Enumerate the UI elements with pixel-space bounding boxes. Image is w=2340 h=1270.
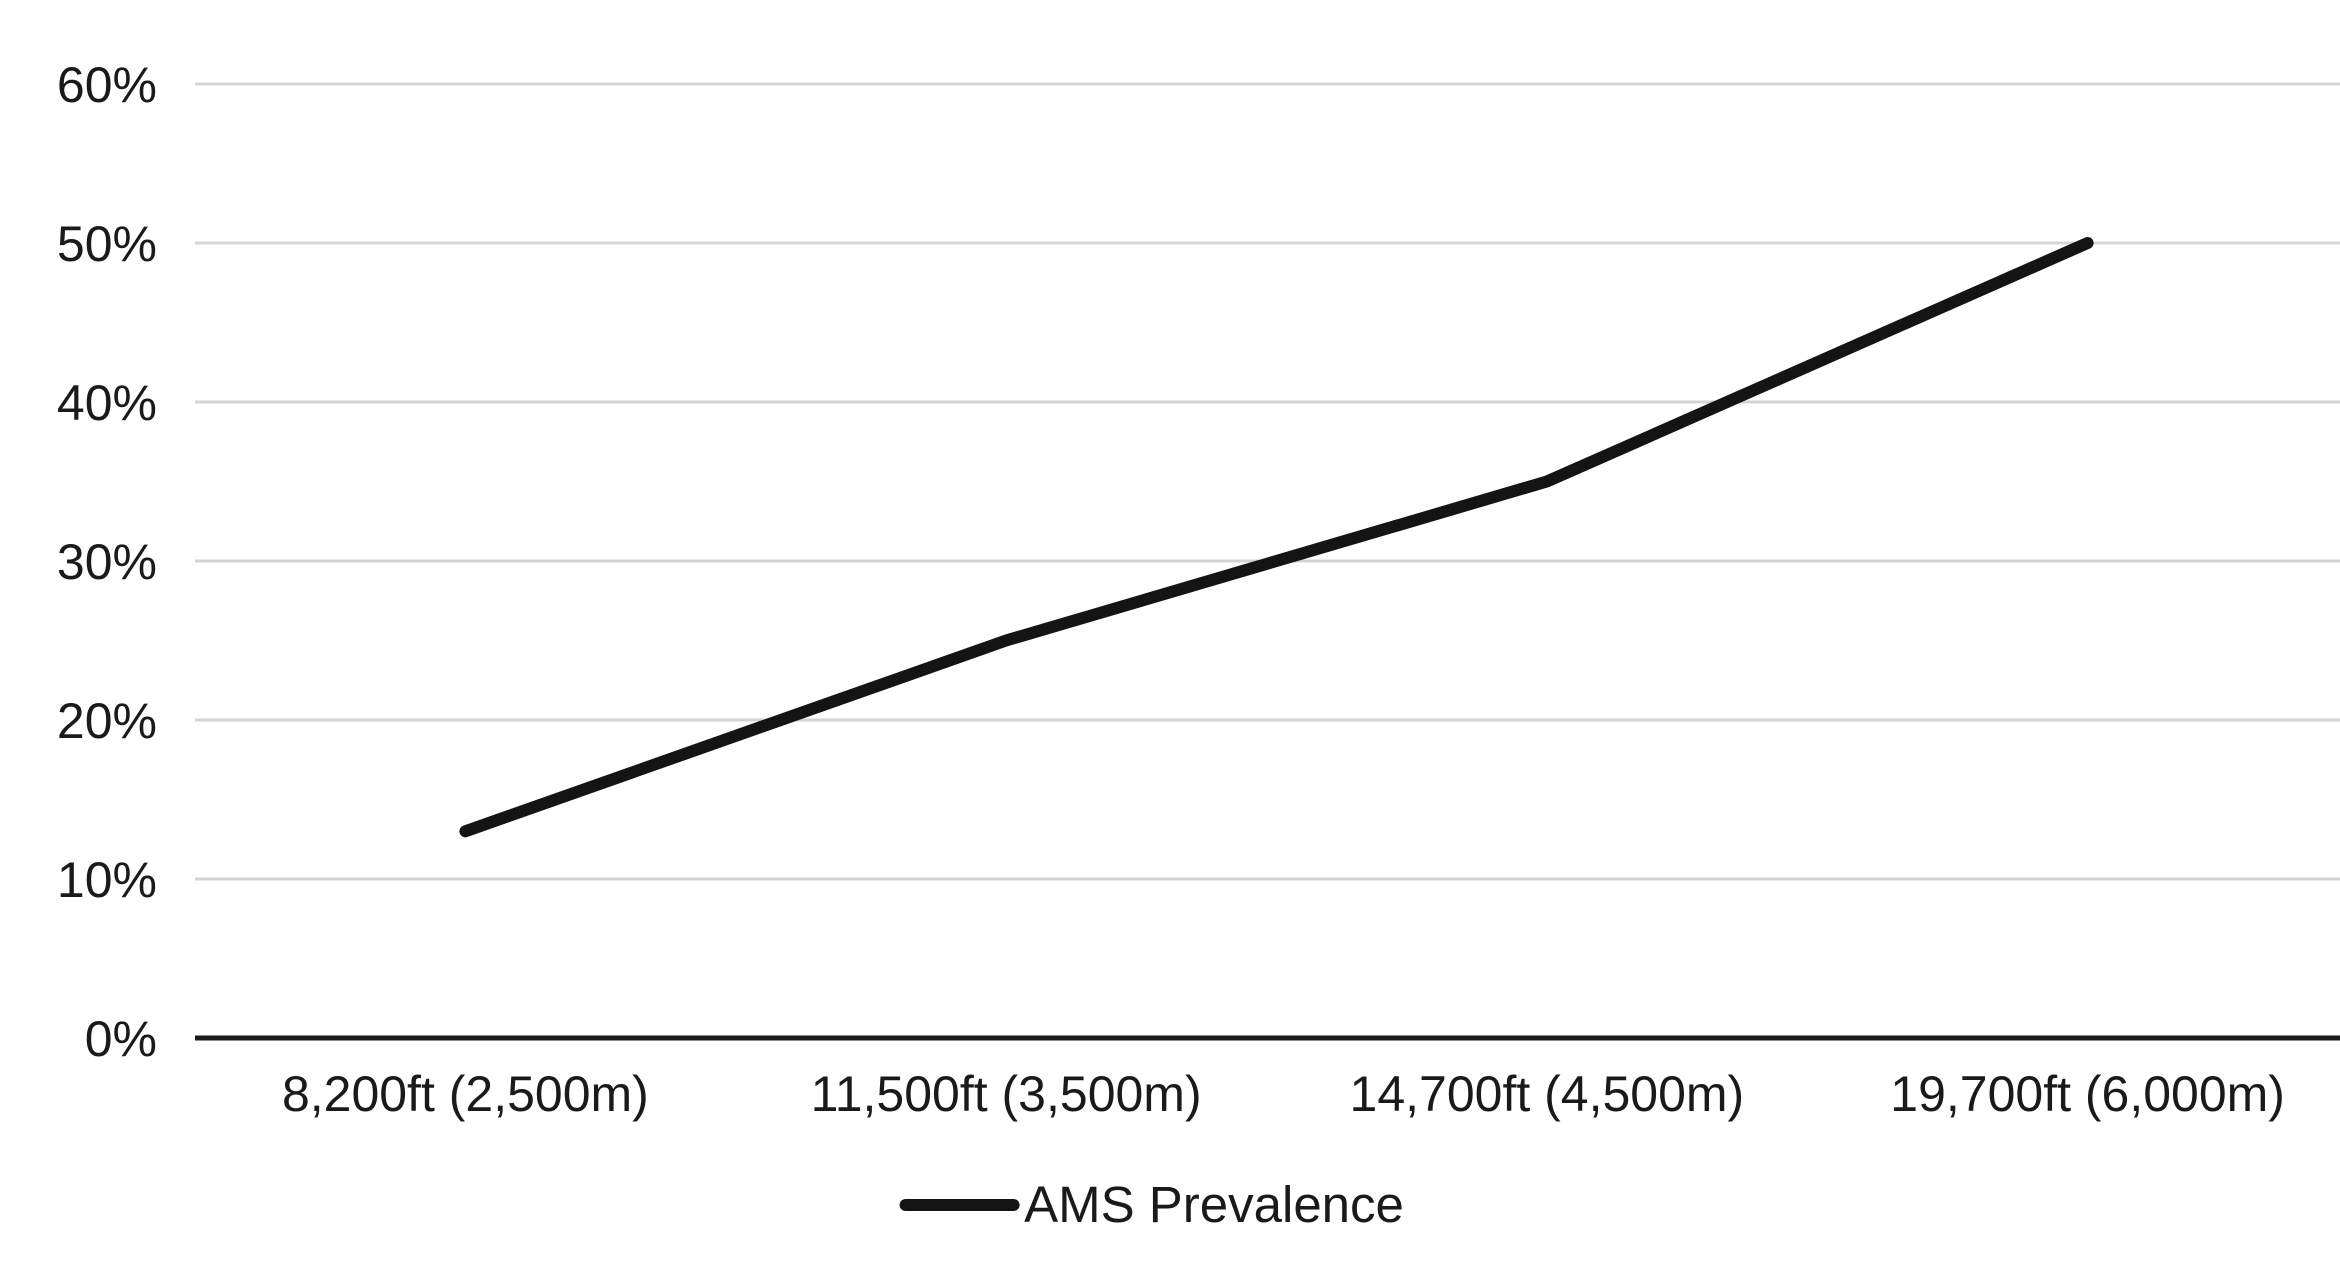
x-axis-category-label: 8,200ft (2,500m) xyxy=(282,1066,649,1122)
ams-prevalence-line-chart: 0% 10% 20% 30% 40% 50% 60% 8,200ft (2,500m) 11,5… xyxy=(40,16,2340,1254)
y-axis-tick-label: 50% xyxy=(57,216,157,272)
y-axis-tick-label: 10% xyxy=(57,852,157,908)
y-axis-tick-label: 0% xyxy=(85,1011,157,1067)
x-axis-category-label: 19,700ft (6,000m) xyxy=(1890,1066,2285,1122)
legend-line-swatch xyxy=(899,1198,1020,1211)
y-axis-tick-label: 30% xyxy=(57,534,157,590)
y-axis-tick-label: 40% xyxy=(57,375,157,431)
y-axis-tick-label: 20% xyxy=(57,693,157,749)
legend-label: AMS Prevalence xyxy=(1024,1176,1404,1233)
series-line-ams-prevalence xyxy=(459,237,2094,838)
x-axis-category-label: 14,700ft (4,500m) xyxy=(1350,1066,1745,1122)
y-axis-tick-label: 60% xyxy=(57,57,157,113)
legend: AMS Prevalence xyxy=(899,1179,1404,1230)
x-axis-category-label: 11,500ft (3,500m) xyxy=(811,1066,1202,1122)
chart-plot-area: 0% 10% 20% 30% 40% 50% 60% 8,200ft (2,500m) 11,5… xyxy=(57,57,2340,1122)
